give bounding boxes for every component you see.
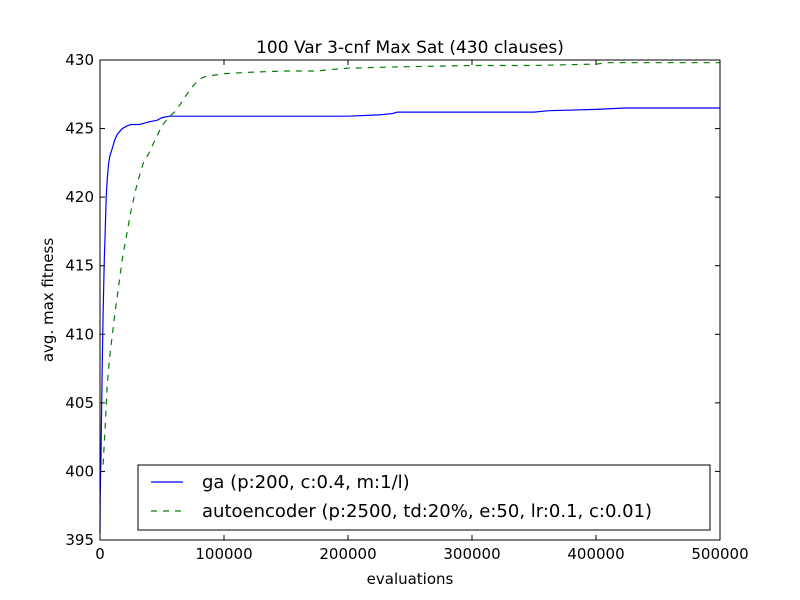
x-tick-label: 500000 (691, 545, 748, 563)
y-tick-label: 425 (65, 120, 94, 138)
y-tick-label: 410 (65, 325, 94, 343)
x-tick-label: 300000 (443, 545, 500, 563)
plot-frame (99, 59, 721, 541)
y-tick-label: 395 (65, 531, 94, 549)
x-tick-label: 100000 (195, 545, 252, 563)
x-tick-label: 0 (95, 545, 105, 563)
x-tick-label: 400000 (567, 545, 624, 563)
y-tick-label: 405 (65, 394, 94, 412)
legend: ga (p:200, c:0.4, m:1/l) autoencoder (p:… (137, 464, 711, 531)
y-tick-label: 430 (65, 51, 94, 69)
legend-box (137, 464, 711, 531)
chart-title: 100 Var 3-cnf Max Sat (430 clauses) (256, 38, 564, 58)
series-layer (99, 62, 720, 534)
legend-label-ga: ga (p:200, c:0.4, m:1/l) (202, 472, 410, 493)
axis-ticks: 0 100000 200000 300000 400000 500000 395 400 405… (65, 51, 748, 563)
x-tick-label: 200000 (319, 545, 376, 563)
y-tick-label: 420 (65, 188, 94, 206)
y-axis-label: avg. max fitness (39, 238, 57, 362)
y-tick-label: 400 (65, 462, 94, 480)
series-line-autoencoder (102, 62, 720, 465)
x-axis-label: evaluations (367, 570, 454, 588)
y-tick-label: 415 (65, 257, 94, 275)
legend-label-autoencoder: autoencoder (p:2500, td:20%, e:50, lr:0.… (202, 501, 652, 522)
plot-area (100, 60, 720, 540)
series-line-ga (99, 107, 720, 534)
